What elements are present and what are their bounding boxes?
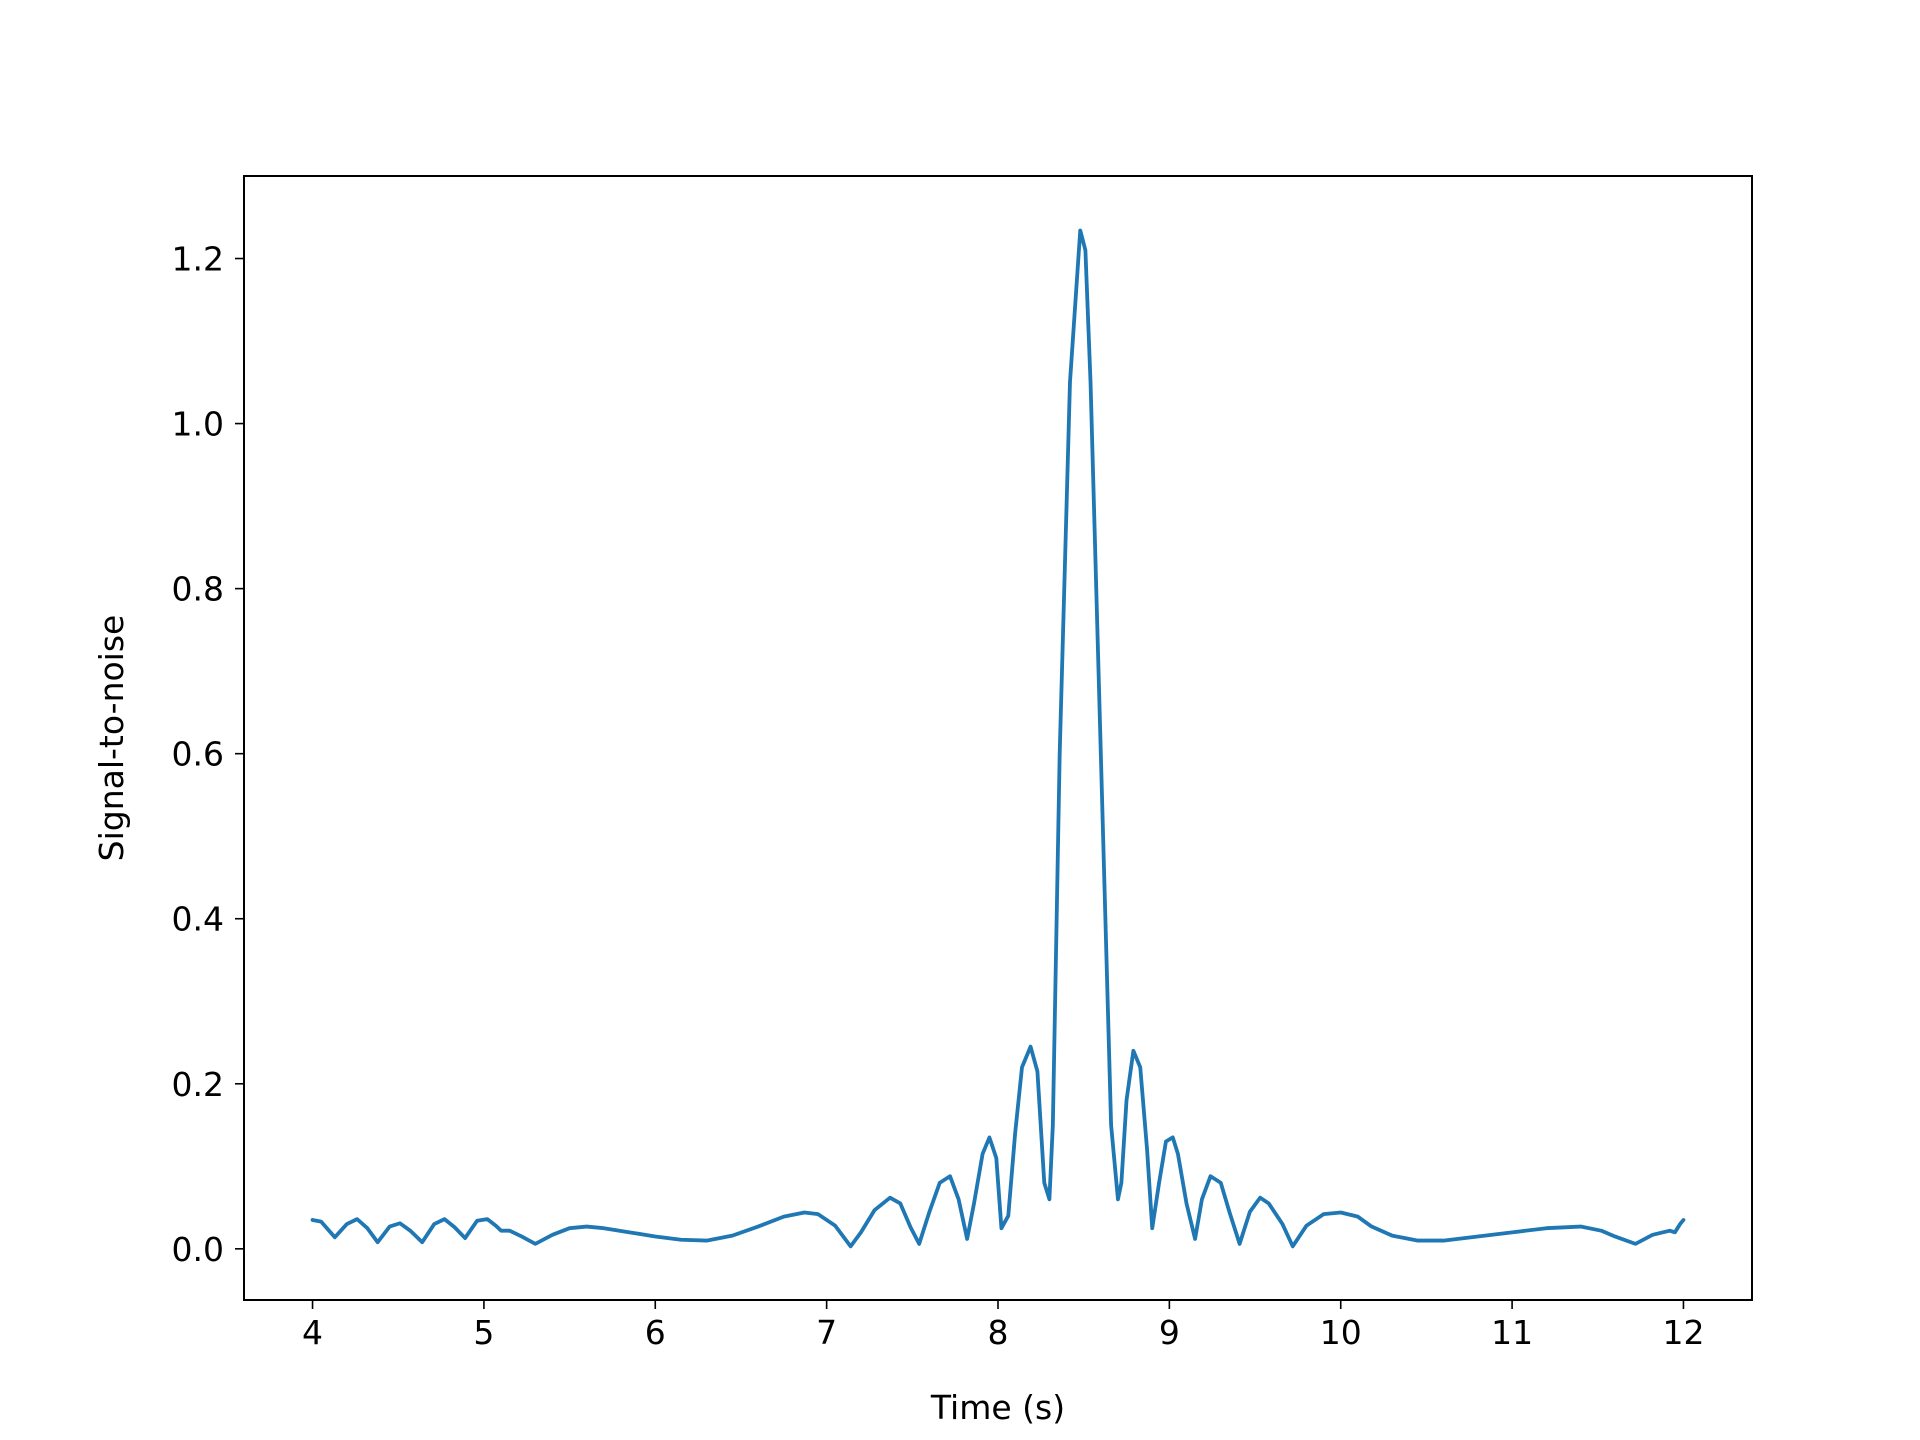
x-tick-label: 6 — [645, 1313, 666, 1352]
y-tick-label: 0.8 — [172, 570, 224, 609]
series-line-0 — [310, 228, 1686, 1249]
axis-ticks: 4 5 6 7 8 9 10 11 12 0.0 0.2 0.4 0.6 0.8 1.0 1.2 — [172, 240, 1705, 1352]
y-tick-label: 0.6 — [172, 735, 224, 774]
plot-area — [310, 228, 1686, 1249]
x-tick-label: 4 — [302, 1313, 323, 1352]
y-axis-label: Signal-to-noise — [92, 615, 131, 862]
x-tick-label: 5 — [473, 1313, 494, 1352]
x-tick-label: 12 — [1662, 1313, 1704, 1352]
x-tick-label: 8 — [988, 1313, 1009, 1352]
y-tick-label: 0.0 — [172, 1230, 224, 1269]
y-tick-label: 1.2 — [172, 240, 224, 279]
x-tick-label: 10 — [1320, 1313, 1362, 1352]
x-axis-label: Time (s) — [930, 1388, 1065, 1427]
x-tick-label: 7 — [816, 1313, 837, 1352]
y-tick-label: 0.2 — [172, 1065, 224, 1104]
x-tick-label: 11 — [1491, 1313, 1533, 1352]
x-tick-label: 9 — [1159, 1313, 1180, 1352]
y-tick-label: 1.0 — [172, 405, 224, 444]
axes-frame — [243, 175, 1753, 1301]
y-tick-label: 0.4 — [172, 900, 224, 939]
